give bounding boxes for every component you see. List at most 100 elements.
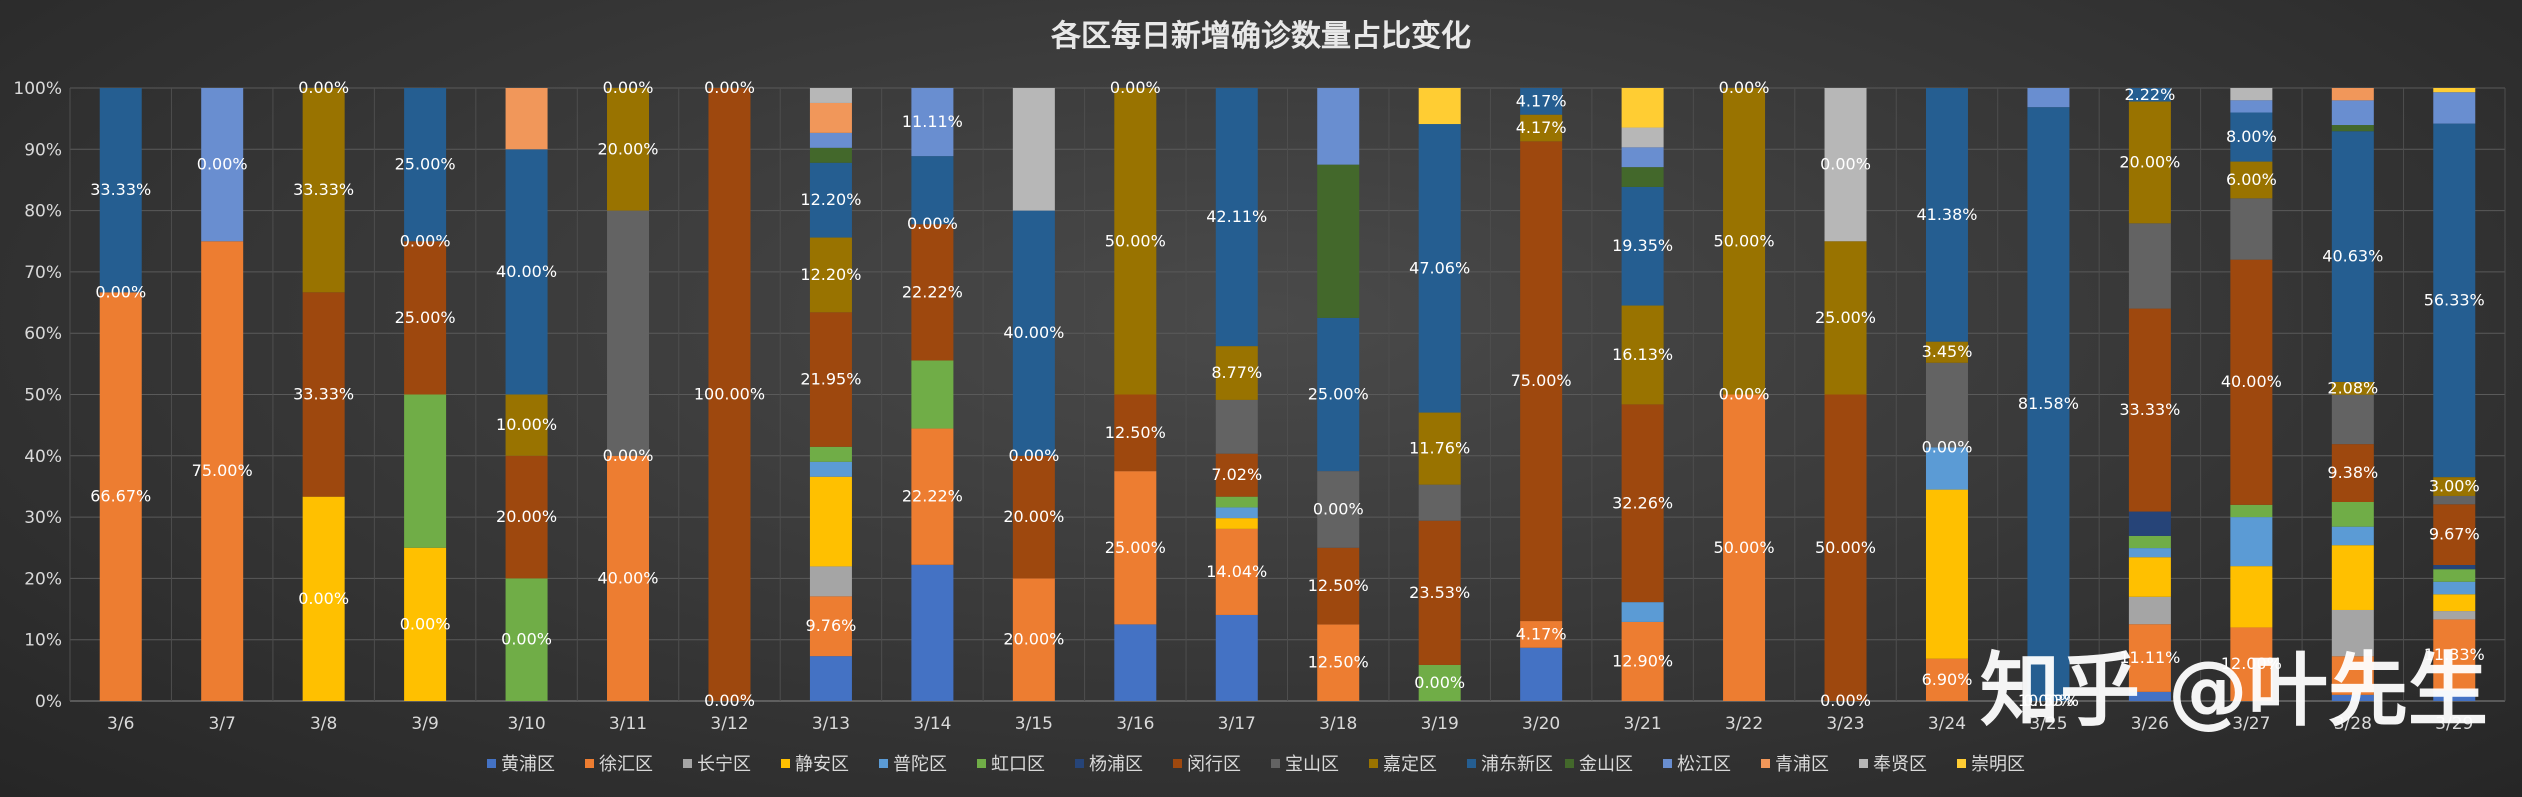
data-label: 0.00% (2023, 691, 2074, 710)
bar-segment (2433, 504, 2476, 565)
bar-segment (1520, 88, 1563, 115)
data-label: 0.00% (197, 155, 248, 174)
bar-segment (505, 149, 548, 395)
data-label: 0.00% (1008, 446, 1059, 465)
bar-segment (2128, 691, 2171, 701)
data-label: 23.53% (1409, 583, 1470, 602)
bar-segment (1621, 147, 1664, 168)
data-labels: 66.67% 0.00% 33.33% 75.00% 0.00% 0.00% 33.33% 3… (90, 78, 2485, 710)
bar-segment (809, 566, 852, 597)
data-label: 11.11% (902, 112, 963, 131)
x-tick-label: 3/12 (710, 714, 748, 734)
data-label: 33.33% (2119, 400, 2180, 419)
bar-segment (2230, 112, 2273, 162)
data-label: 4.17% (1516, 91, 1567, 110)
bar-segment (1418, 412, 1461, 485)
bar-segment (2433, 594, 2476, 612)
x-tick-label: 3/18 (1319, 714, 1357, 734)
data-label: 0.00% (907, 214, 958, 233)
legend-swatch (1663, 759, 1672, 768)
data-label: 100.00% (694, 385, 765, 404)
data-label: 0.00% (704, 691, 755, 710)
bar-segment (201, 88, 244, 242)
x-tick-label: 3/29 (2435, 714, 2473, 734)
x-tick-label: 3/23 (1826, 714, 1864, 734)
legend-label: 长宁区 (697, 754, 751, 775)
legend-label: 宝山区 (1285, 754, 1339, 775)
bar-segment (2230, 517, 2273, 567)
data-label: 40.00% (2221, 372, 2282, 391)
data-label: 12.50% (1105, 423, 1166, 442)
x-tick-label: 3/13 (812, 714, 850, 734)
bar-segment (99, 292, 142, 701)
y-tick-label: 0% (35, 692, 62, 712)
y-tick-label: 70% (24, 263, 62, 283)
data-label: 20.00% (1003, 507, 1064, 526)
data-label: 25.00% (395, 155, 456, 174)
x-tick-label: 3/14 (913, 714, 951, 734)
bar-segment (1215, 346, 1258, 400)
bar-segment (1723, 88, 1766, 395)
bar-segment (1418, 88, 1461, 125)
bar-segment (1621, 621, 1664, 701)
legend-label: 松江区 (1677, 754, 1731, 775)
bar-segment (505, 88, 548, 150)
data-label: 0.00% (603, 78, 654, 97)
x-tick-label: 3/24 (1928, 714, 1966, 734)
x-tick-label: 3/15 (1015, 714, 1053, 734)
y-tick-label: 100% (13, 79, 62, 99)
bar-segment (2331, 444, 2374, 502)
data-label: 56.33% (2424, 290, 2485, 309)
bar-segment (1317, 547, 1360, 625)
legend-swatch (683, 759, 692, 768)
bar-segment (2433, 123, 2476, 478)
data-label: 50.00% (1714, 231, 1775, 250)
bar-segment (1621, 167, 1664, 187)
data-label: 16.13% (1612, 345, 1673, 364)
x-tick-label: 3/9 (411, 714, 438, 734)
bar-segment (404, 394, 447, 548)
data-label: 0.00% (1110, 78, 1161, 97)
data-label: 9.76% (806, 616, 857, 635)
y-tick-label: 30% (24, 508, 62, 528)
legend-swatch (1173, 759, 1182, 768)
data-label: 33.33% (90, 180, 151, 199)
bar-segment (1621, 186, 1664, 306)
bar-segment (2433, 495, 2476, 505)
legend-label: 静安区 (795, 754, 849, 775)
x-tick-label: 3/7 (209, 714, 236, 734)
data-label: 0.00% (1719, 78, 1770, 97)
bar-segment (2331, 394, 2374, 445)
data-label: 42.11% (1206, 207, 1267, 226)
legend-swatch (879, 759, 888, 768)
data-label: 10.53% (2018, 691, 2079, 710)
y-tick-label: 40% (24, 447, 62, 467)
bar-segment (1621, 602, 1664, 622)
bar-segment (1114, 471, 1157, 625)
y-tick-label: 10% (24, 631, 62, 651)
bar-segment (809, 656, 852, 701)
legend-swatch (1761, 759, 1770, 768)
bar-segment (1925, 447, 1968, 490)
bar-segment (809, 237, 852, 313)
bar-segment (1215, 453, 1258, 497)
bar-segment (2128, 557, 2171, 597)
bar-segment (1824, 88, 1867, 242)
bar-segment (1621, 88, 1664, 128)
bar-segment (1520, 114, 1563, 142)
bar-segment (2128, 308, 2171, 512)
bar-segment (2433, 92, 2476, 124)
data-label: 7.02% (1211, 465, 1262, 484)
bar-segment (201, 241, 244, 701)
bar-segment (404, 88, 447, 242)
y-tick-label: 90% (24, 140, 62, 160)
x-axis-ticks: 3/6 3/7 3/8 3/9 3/10 3/11 3/12 3/13 3/14 3/15 3/16… (107, 714, 2473, 734)
bar-segment (2027, 88, 2070, 108)
chart-legend: 黄浦区 徐汇区 长宁区 静安区 普陀区 虹口区 杨浦区 闵行区 宝山区 嘉定区 浦东新区 金山区 松江区… (487, 754, 2025, 775)
data-label: 9.38% (2327, 463, 2378, 482)
bar-segment (2433, 611, 2476, 620)
bar-segment (2128, 548, 2171, 558)
data-label: 75.00% (1511, 371, 1572, 390)
watermark-text: 知乎 @叶先生 (1980, 644, 2488, 737)
legend-label: 普陀区 (893, 754, 947, 775)
